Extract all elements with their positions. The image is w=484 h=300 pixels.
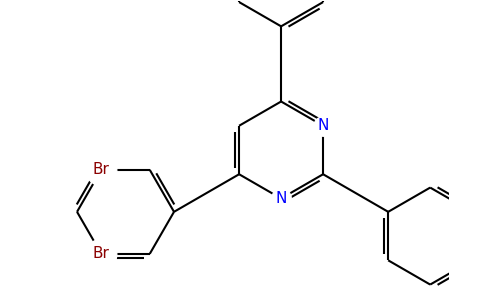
Text: Br: Br (93, 162, 110, 177)
Text: N: N (318, 118, 329, 133)
Text: Br: Br (93, 246, 110, 261)
Text: N: N (275, 191, 287, 206)
